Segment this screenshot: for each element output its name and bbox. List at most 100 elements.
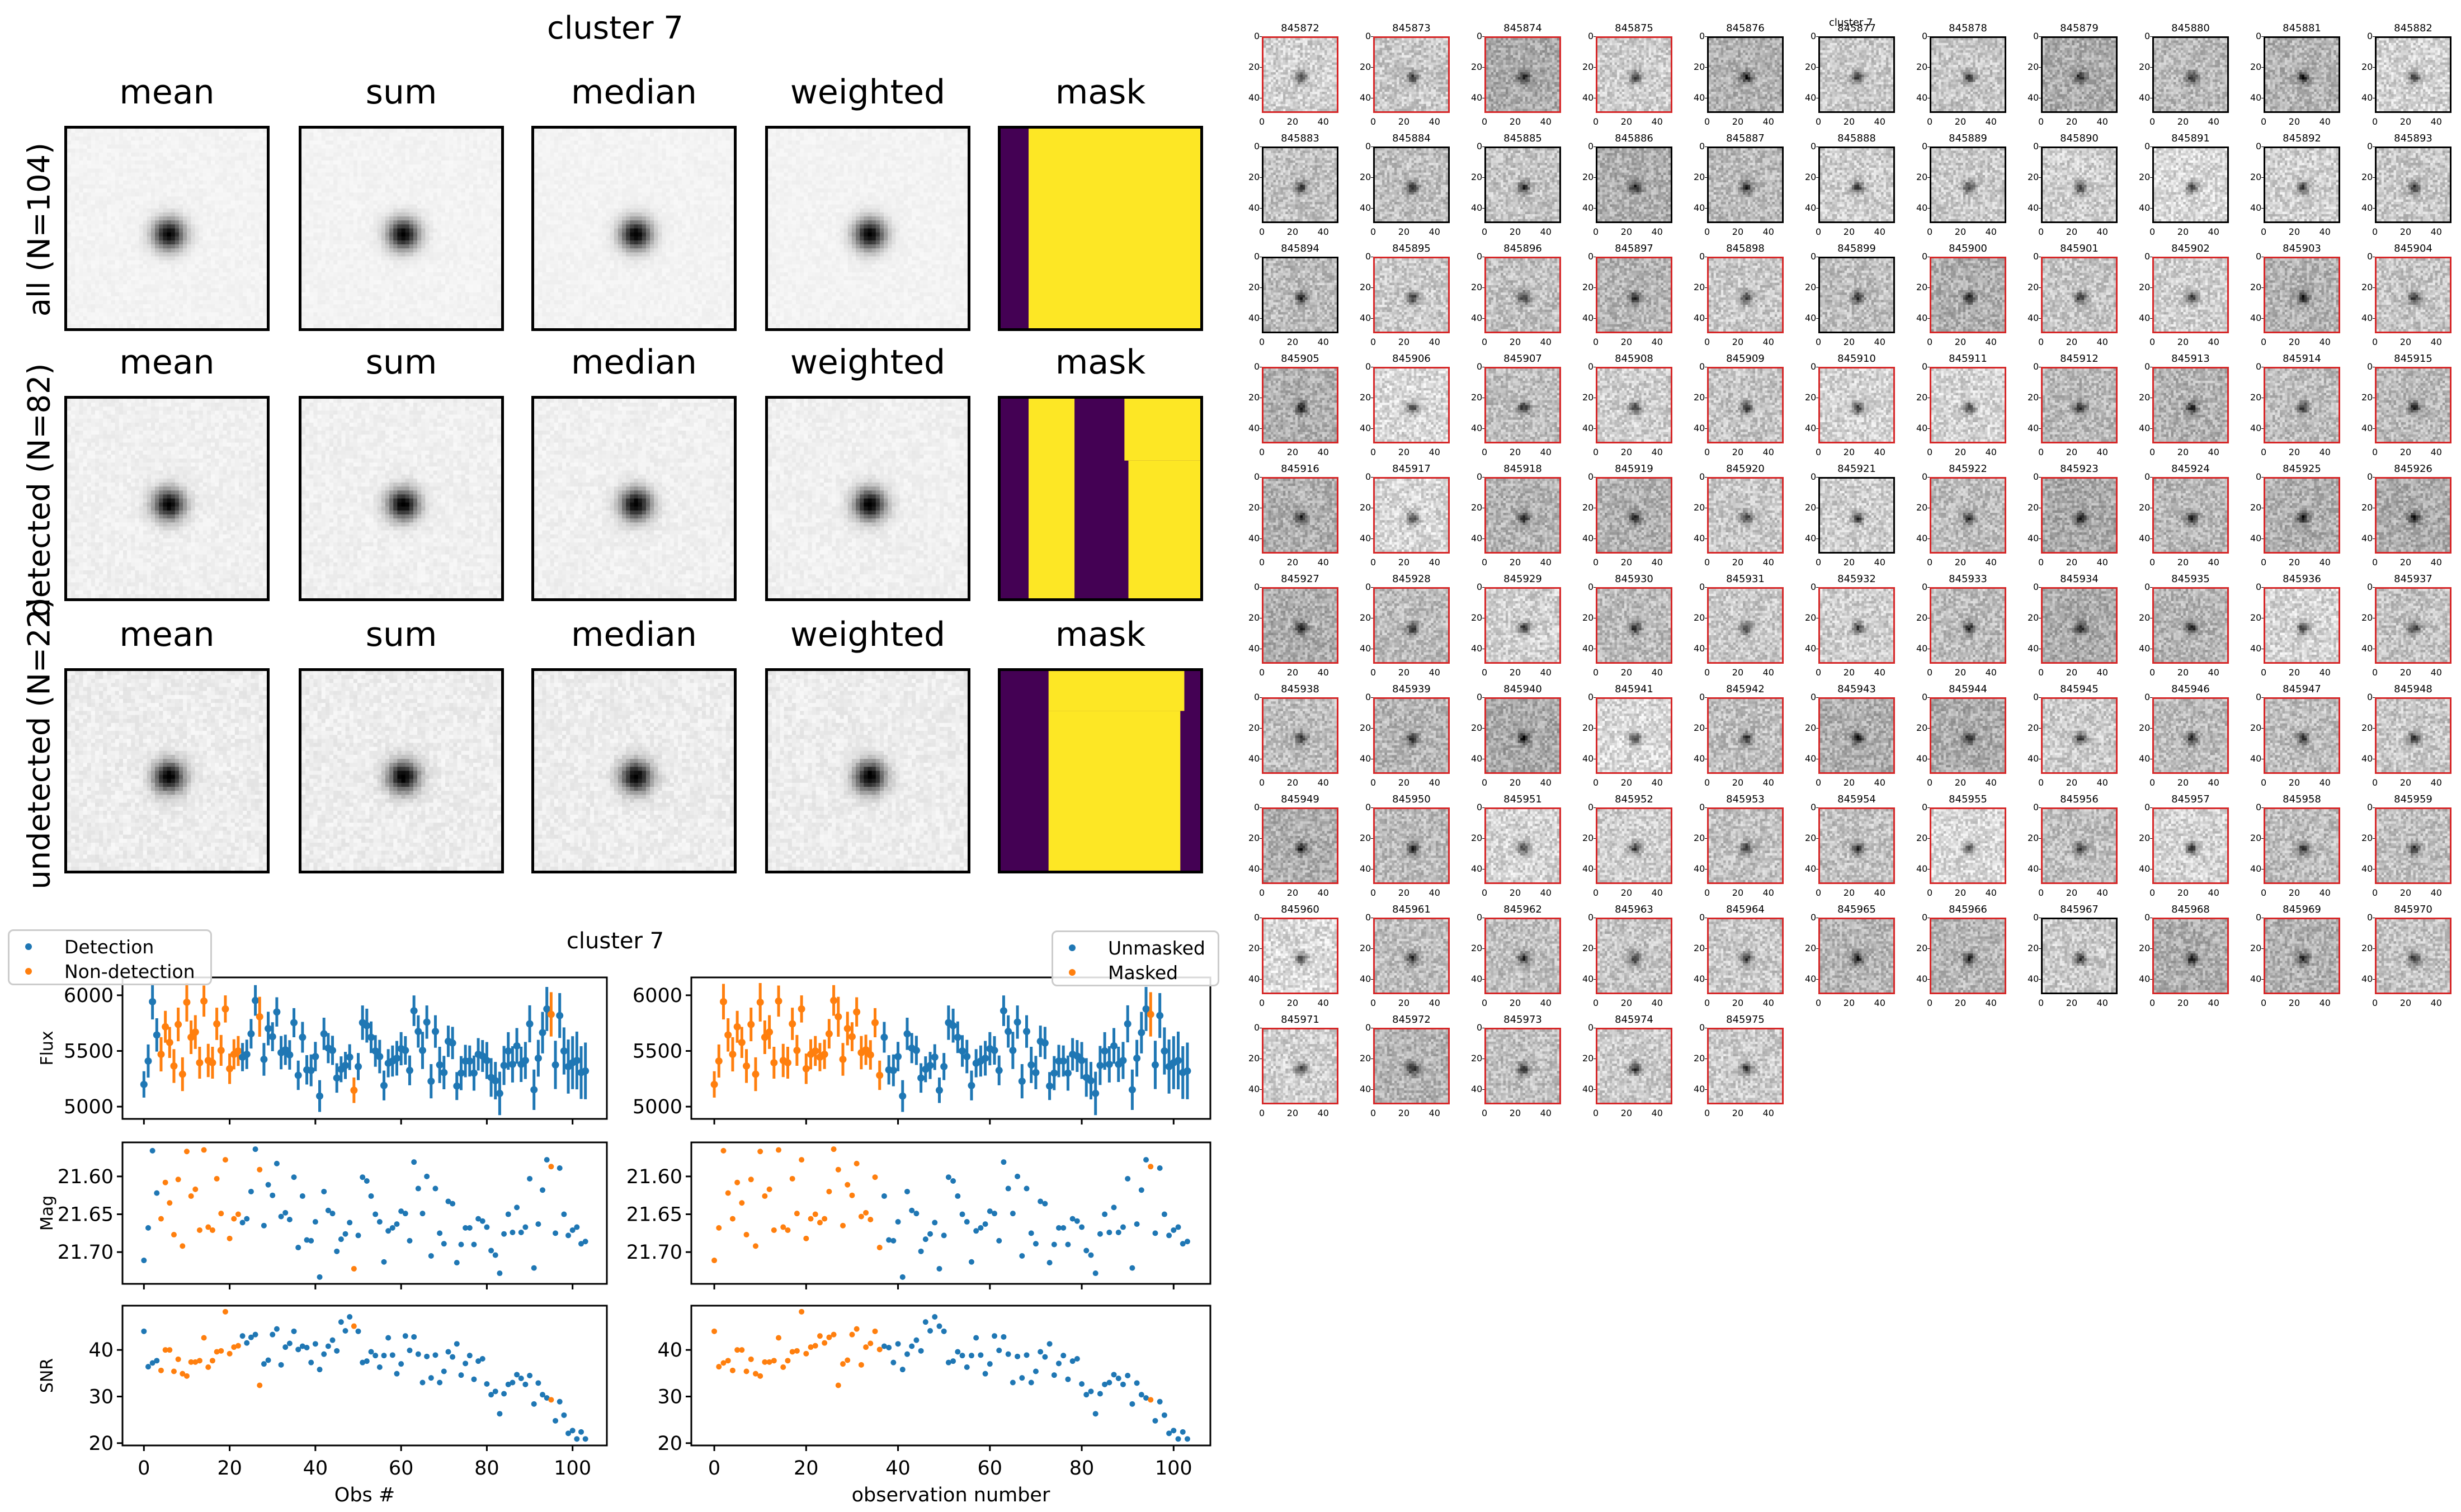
thumbnail-cell[interactable]: 845942 0 0 20 20 40 40 [1685,683,1795,793]
thumbnail-cell[interactable]: 845893 0 0 20 20 40 40 [2352,133,2461,243]
thumbnail-cell[interactable]: 845925 0 0 20 20 40 40 [2241,463,2351,573]
thumbnail-cell[interactable]: 845880 0 0 20 20 40 40 [2130,22,2240,133]
thumbnail-cell[interactable]: 845938 0 0 20 20 40 40 [1239,683,1350,793]
thumbnail-cell[interactable]: 845969 0 0 20 20 40 40 [2241,904,2351,1014]
thumbnail-cell[interactable]: 845952 0 0 20 20 40 40 [1573,793,1684,904]
thumbnail-cell[interactable]: 845878 0 0 20 20 40 40 [1907,22,2017,133]
thumbnail-cell[interactable]: 845968 0 0 20 20 40 40 [2130,904,2240,1014]
thumbnail-cell[interactable]: 845895 0 0 20 20 40 40 [1351,243,1461,353]
thumbnail-cell[interactable]: 845891 0 0 20 20 40 40 [2130,133,2240,243]
thumbnail-cell[interactable]: 845947 0 0 20 20 40 40 [2241,683,2351,793]
thumbnail-cell[interactable]: 845900 0 0 20 20 40 40 [1907,243,2017,353]
thumbnail-cell[interactable]: 845888 0 0 20 20 40 40 [1796,133,1906,243]
thumbnail-cell[interactable]: 845901 0 0 20 20 40 40 [2019,243,2129,353]
thumbnail-cell[interactable]: 845933 0 0 20 20 40 40 [1907,573,2017,683]
thumbnail-cell[interactable]: 845939 0 0 20 20 40 40 [1351,683,1461,793]
thumbnail-cell[interactable]: 845973 0 0 20 20 40 40 [1462,1014,1572,1124]
thumbnail-cell[interactable]: 845966 0 0 20 20 40 40 [1907,904,2017,1014]
thumbnail-cell[interactable]: 845899 0 0 20 20 40 40 [1796,243,1906,353]
thumbnail-cell[interactable]: 845960 0 0 20 20 40 40 [1239,904,1350,1014]
thumbnail-cell[interactable]: 845873 0 0 20 20 40 40 [1351,22,1461,133]
thumbnail-cell[interactable]: 845972 0 0 20 20 40 40 [1351,1014,1461,1124]
thumbnail-cell[interactable]: 845932 0 0 20 20 40 40 [1796,573,1906,683]
thumbnail-cell[interactable]: 845953 0 0 20 20 40 40 [1685,793,1795,904]
thumbnail-cell[interactable]: 845948 0 0 20 20 40 40 [2352,683,2461,793]
thumbnail-cell[interactable]: 845943 0 0 20 20 40 40 [1796,683,1906,793]
thumbnail-cell[interactable]: 845964 0 0 20 20 40 40 [1685,904,1795,1014]
thumbnail-cell[interactable]: 845882 0 0 20 20 40 40 [2352,22,2461,133]
thumbnail-cell[interactable]: 845902 0 0 20 20 40 40 [2130,243,2240,353]
thumbnail-cell[interactable]: 845937 0 0 20 20 40 40 [2352,573,2461,683]
thumbnail-cell[interactable]: 845974 0 0 20 20 40 40 [1573,1014,1684,1124]
thumbnail-cell[interactable]: 845920 0 0 20 20 40 40 [1685,463,1795,573]
thumbnail-cell[interactable]: 845903 0 0 20 20 40 40 [2241,243,2351,353]
thumbnail-cell[interactable]: 845918 0 0 20 20 40 40 [1462,463,1572,573]
thumbnail-cell[interactable]: 845931 0 0 20 20 40 40 [1685,573,1795,683]
thumbnail-cell[interactable]: 845906 0 0 20 20 40 40 [1351,353,1461,463]
thumbnail-cell[interactable]: 845916 0 0 20 20 40 40 [1239,463,1350,573]
thumbnail-cell[interactable]: 845946 0 0 20 20 40 40 [2130,683,2240,793]
thumbnail-cell[interactable]: 845883 0 0 20 20 40 40 [1239,133,1350,243]
thumbnail-cell[interactable]: 845879 0 0 20 20 40 40 [2019,22,2129,133]
thumbnail-cell[interactable]: 845970 0 0 20 20 40 40 [2352,904,2461,1014]
thumbnail-cell[interactable]: 845876 0 0 20 20 40 40 [1685,22,1795,133]
thumbnail-cell[interactable]: 845951 0 0 20 20 40 40 [1462,793,1572,904]
thumbnail-cell[interactable]: 845911 0 0 20 20 40 40 [1907,353,2017,463]
thumbnail-cell[interactable]: 845875 0 0 20 20 40 40 [1573,22,1684,133]
thumbnail-cell[interactable]: 845955 0 0 20 20 40 40 [1907,793,2017,904]
thumbnail-cell[interactable]: 845941 0 0 20 20 40 40 [1573,683,1684,793]
thumbnail-cell[interactable]: 845904 0 0 20 20 40 40 [2352,243,2461,353]
thumbnail-cell[interactable]: 845923 0 0 20 20 40 40 [2019,463,2129,573]
thumbnail-cell[interactable]: 845884 0 0 20 20 40 40 [1351,133,1461,243]
thumbnail-cell[interactable]: 845897 0 0 20 20 40 40 [1573,243,1684,353]
thumbnail-cell[interactable]: 845886 0 0 20 20 40 40 [1573,133,1684,243]
thumbnail-cell[interactable]: 845950 0 0 20 20 40 40 [1351,793,1461,904]
thumbnail-cell[interactable]: 845940 0 0 20 20 40 40 [1462,683,1572,793]
thumbnail-cell[interactable]: 845926 0 0 20 20 40 40 [2352,463,2461,573]
thumbnail-cell[interactable]: 845934 0 0 20 20 40 40 [2019,573,2129,683]
thumbnail-cell[interactable]: 845954 0 0 20 20 40 40 [1796,793,1906,904]
thumbnail-cell[interactable]: 845919 0 0 20 20 40 40 [1573,463,1684,573]
thumbnail-cell[interactable]: 845959 0 0 20 20 40 40 [2352,793,2461,904]
thumbnail-cell[interactable]: 845896 0 0 20 20 40 40 [1462,243,1572,353]
thumbnail-cell[interactable]: 845921 0 0 20 20 40 40 [1796,463,1906,573]
thumbnail-cell[interactable]: 845909 0 0 20 20 40 40 [1685,353,1795,463]
thumbnail-cell[interactable]: 845898 0 0 20 20 40 40 [1685,243,1795,353]
thumbnail-cell[interactable]: 845967 0 0 20 20 40 40 [2019,904,2129,1014]
thumbnail-cell[interactable]: 845872 0 0 20 20 40 40 [1239,22,1350,133]
thumbnail-cell[interactable]: 845905 0 0 20 20 40 40 [1239,353,1350,463]
thumbnail-cell[interactable]: 845907 0 0 20 20 40 40 [1462,353,1572,463]
thumbnail-cell[interactable]: 845961 0 0 20 20 40 40 [1351,904,1461,1014]
thumbnail-cell[interactable]: 845910 0 0 20 20 40 40 [1796,353,1906,463]
thumbnail-cell[interactable]: 845928 0 0 20 20 40 40 [1351,573,1461,683]
thumbnail-cell[interactable]: 845912 0 0 20 20 40 40 [2019,353,2129,463]
thumbnail-cell[interactable]: 845874 0 0 20 20 40 40 [1462,22,1572,133]
thumbnail-cell[interactable]: 845924 0 0 20 20 40 40 [2130,463,2240,573]
thumbnail-cell[interactable]: 845887 0 0 20 20 40 40 [1685,133,1795,243]
thumbnail-cell[interactable]: 845885 0 0 20 20 40 40 [1462,133,1572,243]
thumbnail-cell[interactable]: 845922 0 0 20 20 40 40 [1907,463,2017,573]
thumbnail-cell[interactable]: 845971 0 0 20 20 40 40 [1239,1014,1350,1124]
thumbnail-cell[interactable]: 845915 0 0 20 20 40 40 [2352,353,2461,463]
thumbnail-cell[interactable]: 845929 0 0 20 20 40 40 [1462,573,1572,683]
thumbnail-cell[interactable]: 845930 0 0 20 20 40 40 [1573,573,1684,683]
thumbnail-cell[interactable]: 845963 0 0 20 20 40 40 [1573,904,1684,1014]
thumbnail-cell[interactable]: 845975 0 0 20 20 40 40 [1685,1014,1795,1124]
thumbnail-cell[interactable]: 845894 0 0 20 20 40 40 [1239,243,1350,353]
thumbnail-cell[interactable]: 845958 0 0 20 20 40 40 [2241,793,2351,904]
thumbnail-cell[interactable]: 845945 0 0 20 20 40 40 [2019,683,2129,793]
thumbnail-cell[interactable]: 845965 0 0 20 20 40 40 [1796,904,1906,1014]
thumbnail-cell[interactable]: 845877 0 0 20 20 40 40 [1796,22,1906,133]
thumbnail-cell[interactable]: 845914 0 0 20 20 40 40 [2241,353,2351,463]
thumbnail-cell[interactable]: 845889 0 0 20 20 40 40 [1907,133,2017,243]
thumbnail-cell[interactable]: 845917 0 0 20 20 40 40 [1351,463,1461,573]
thumbnail-cell[interactable]: 845892 0 0 20 20 40 40 [2241,133,2351,243]
thumbnail-cell[interactable]: 845949 0 0 20 20 40 40 [1239,793,1350,904]
thumbnail-cell[interactable]: 845944 0 0 20 20 40 40 [1907,683,2017,793]
thumbnail-cell[interactable]: 845962 0 0 20 20 40 40 [1462,904,1572,1014]
thumbnail-cell[interactable]: 845927 0 0 20 20 40 40 [1239,573,1350,683]
thumbnail-cell[interactable]: 845957 0 0 20 20 40 40 [2130,793,2240,904]
thumbnail-cell[interactable]: 845956 0 0 20 20 40 40 [2019,793,2129,904]
thumbnail-cell[interactable]: 845936 0 0 20 20 40 40 [2241,573,2351,683]
thumbnail-cell[interactable]: 845935 0 0 20 20 40 40 [2130,573,2240,683]
